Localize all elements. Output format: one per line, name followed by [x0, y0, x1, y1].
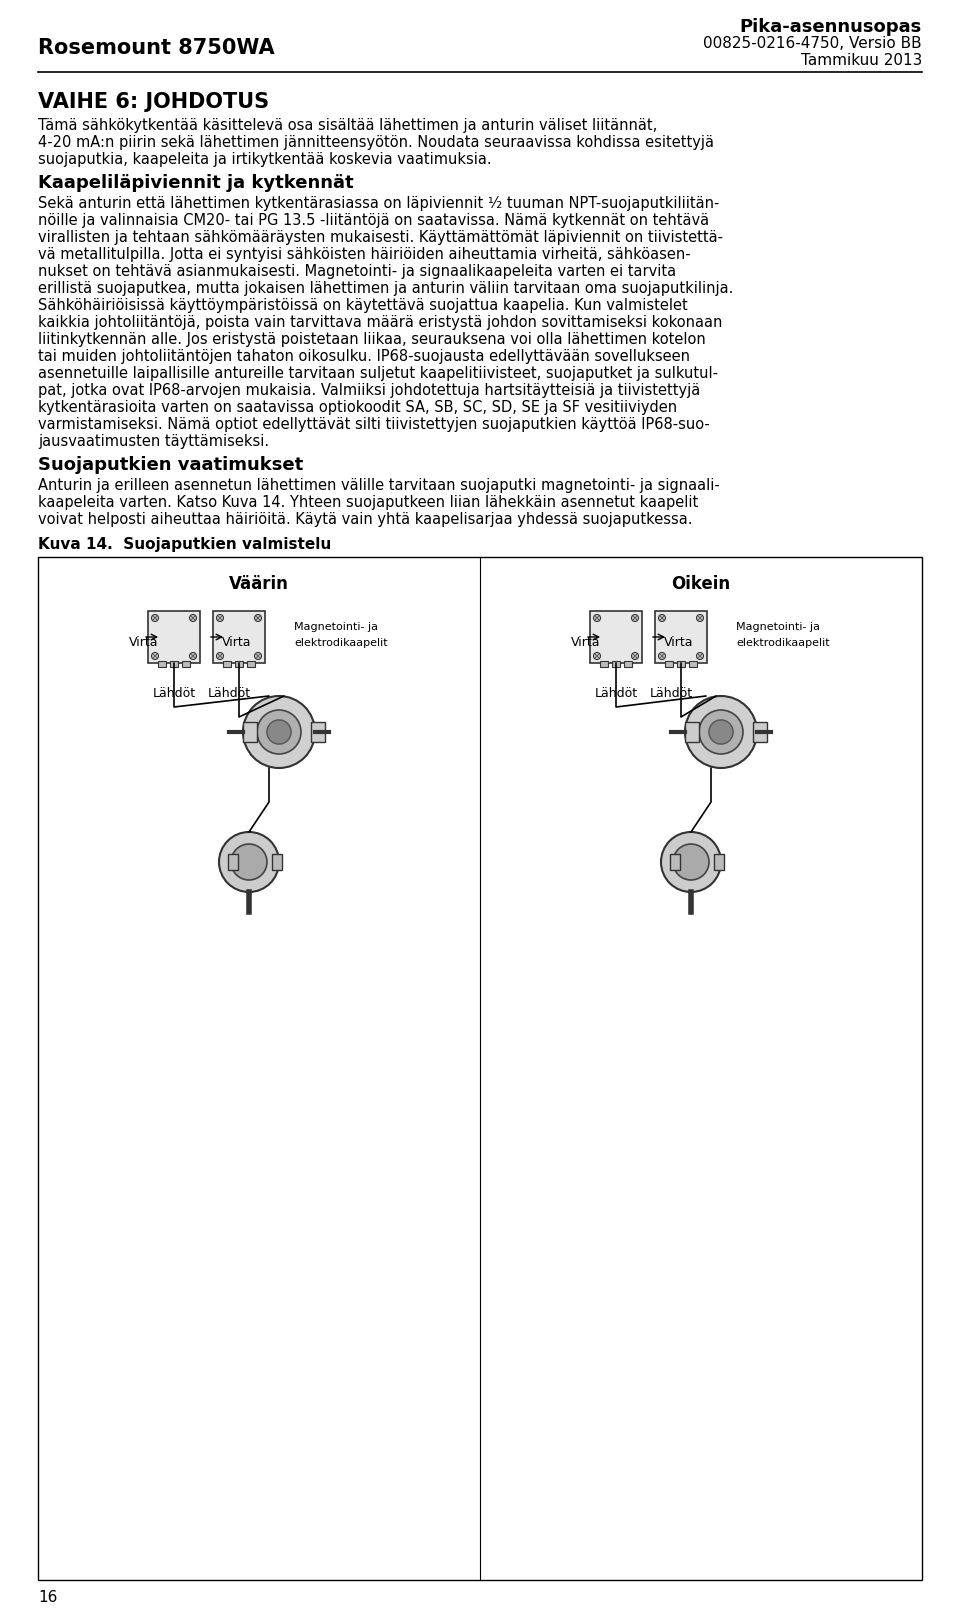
Bar — [182, 661, 190, 667]
Text: asennetuille laipallisille antureille tarvitaan suljetut kaapelitiivisteet, suoj: asennetuille laipallisille antureille ta… — [38, 366, 718, 380]
Circle shape — [219, 831, 279, 892]
Bar — [665, 661, 673, 667]
Text: Tammikuu 2013: Tammikuu 2013 — [801, 53, 922, 68]
Text: Oikein: Oikein — [671, 575, 731, 593]
Bar — [235, 661, 243, 667]
Circle shape — [685, 696, 757, 768]
Circle shape — [661, 831, 721, 892]
Text: Sähköhäiriöisissä käyttöympäristöissä on käytettävä suojattua kaapelia. Kun valm: Sähköhäiriöisissä käyttöympäristöissä on… — [38, 298, 687, 313]
Text: elektrodikaapelit: elektrodikaapelit — [294, 638, 388, 648]
Circle shape — [659, 652, 665, 659]
Bar — [590, 611, 642, 664]
Bar — [223, 661, 231, 667]
Text: Tämä sähkökytkentää käsittelevä osa sisältää lähettimen ja anturin väliset liitä: Tämä sähkökytkentää käsittelevä osa sisä… — [38, 118, 658, 134]
Text: Pika-asennusopas: Pika-asennusopas — [740, 18, 922, 35]
Text: Lähdöt: Lähdöt — [594, 686, 637, 701]
Text: Väärin: Väärin — [229, 575, 289, 593]
Text: nukset on tehtävä asianmukaisesti. Magnetointi- ja signaalikaapeleita varten ei : nukset on tehtävä asianmukaisesti. Magne… — [38, 264, 676, 279]
Bar — [753, 722, 767, 743]
Bar — [685, 722, 699, 743]
Text: pat, jotka ovat IP68-arvojen mukaisia. Valmiiksi johdotettuja hartsitäytteisiä j: pat, jotka ovat IP68-arvojen mukaisia. V… — [38, 383, 700, 398]
Text: 16: 16 — [38, 1590, 58, 1605]
Circle shape — [697, 614, 704, 622]
Bar — [38, 557, 922, 1580]
Circle shape — [632, 652, 638, 659]
Text: varmistamiseksi. Nämä optiot edellyttävät silti tiivistettyjen suojaputkien käyt: varmistamiseksi. Nämä optiot edellyttävä… — [38, 417, 709, 432]
Text: virallisten ja tehtaan sähkömääräysten mukaisesti. Käyttämättömät läpiviennit on: virallisten ja tehtaan sähkömääräysten m… — [38, 230, 723, 245]
Text: Magnetointi- ja: Magnetointi- ja — [294, 622, 378, 632]
Circle shape — [673, 844, 709, 880]
Text: kytkentärasioita varten on saatavissa optiokoodit SA, SB, SC, SD, SE ja SF vesit: kytkentärasioita varten on saatavissa op… — [38, 400, 677, 416]
Text: VAIHE 6: JOHDOTUS: VAIHE 6: JOHDOTUS — [38, 92, 269, 113]
Text: 00825-0216-4750, Versio BB: 00825-0216-4750, Versio BB — [704, 35, 922, 52]
Text: kaikkia johtoliitäntöjä, poista vain tarvittava määrä eristystä johdon sovittami: kaikkia johtoliitäntöjä, poista vain tar… — [38, 316, 722, 330]
Text: Suojaputkien vaatimukset: Suojaputkien vaatimukset — [38, 456, 303, 474]
Circle shape — [632, 614, 638, 622]
Bar — [243, 722, 257, 743]
Text: Virta: Virta — [571, 635, 601, 649]
Text: Lähdöt: Lähdöt — [207, 686, 251, 701]
Text: Lähdöt: Lähdöt — [649, 686, 692, 701]
Text: Virta: Virta — [130, 635, 158, 649]
Text: liitinkytkennän alle. Jos eristystä poistetaan liikaa, seurauksena voi olla lähe: liitinkytkennän alle. Jos eristystä pois… — [38, 332, 706, 346]
Bar — [689, 661, 697, 667]
Bar — [228, 854, 238, 870]
Circle shape — [243, 696, 315, 768]
Text: elektrodikaapelit: elektrodikaapelit — [736, 638, 829, 648]
Text: voivat helposti aiheuttaa häiriöitä. Käytä vain yhtä kaapelisarjaa yhdessä suoja: voivat helposti aiheuttaa häiriöitä. Käy… — [38, 512, 692, 527]
Bar — [612, 661, 620, 667]
Text: erillistä suojaputkea, mutta jokaisen lähettimen ja anturin väliin tarvitaan oma: erillistä suojaputkea, mutta jokaisen lä… — [38, 280, 733, 296]
Circle shape — [189, 652, 197, 659]
Bar — [272, 854, 282, 870]
Text: vä metallitulpilla. Jotta ei syntyisi sähköisten häiriöiden aiheuttamia virheitä: vä metallitulpilla. Jotta ei syntyisi sä… — [38, 246, 690, 263]
Text: 4-20 mA:n piirin sekä lähettimen jännitteensyötön. Noudata seuraavissa kohdissa : 4-20 mA:n piirin sekä lähettimen jännitt… — [38, 135, 714, 150]
Text: nöille ja valinnaisia CM20- tai PG 13.5 -liitäntöjä on saatavissa. Nämä kytkennä: nöille ja valinnaisia CM20- tai PG 13.5 … — [38, 213, 709, 229]
Circle shape — [697, 652, 704, 659]
Text: suojaputkia, kaapeleita ja irtikytkentää koskevia vaatimuksia.: suojaputkia, kaapeleita ja irtikytkentää… — [38, 151, 492, 168]
Bar — [158, 661, 166, 667]
Text: Rosemount 8750WA: Rosemount 8750WA — [38, 39, 275, 58]
Text: Anturin ja erilleen asennetun lähettimen välille tarvitaan suojaputki magnetoint: Anturin ja erilleen asennetun lähettimen… — [38, 478, 720, 493]
Circle shape — [254, 614, 261, 622]
Text: tai muiden johtoliitäntöjen tahaton oikosulku. IP68-suojausta edellyttävään sove: tai muiden johtoliitäntöjen tahaton oiko… — [38, 350, 690, 364]
Text: Lähdöt: Lähdöt — [153, 686, 196, 701]
Circle shape — [659, 614, 665, 622]
Circle shape — [152, 614, 158, 622]
Text: Kaapeliläpiviennit ja kytkennät: Kaapeliläpiviennit ja kytkennät — [38, 174, 353, 192]
Text: Virta: Virta — [223, 635, 252, 649]
Circle shape — [217, 652, 224, 659]
Circle shape — [593, 614, 601, 622]
Text: Virta: Virta — [664, 635, 694, 649]
Circle shape — [267, 720, 291, 744]
Circle shape — [189, 614, 197, 622]
Text: Kuva 14.  Suojaputkien valmistelu: Kuva 14. Suojaputkien valmistelu — [38, 536, 331, 553]
Circle shape — [231, 844, 267, 880]
Bar — [148, 611, 200, 664]
Bar — [600, 661, 608, 667]
Bar — [213, 611, 265, 664]
Circle shape — [257, 710, 301, 754]
Circle shape — [152, 652, 158, 659]
Bar — [655, 611, 707, 664]
Bar — [170, 661, 178, 667]
Bar — [624, 661, 632, 667]
Circle shape — [699, 710, 743, 754]
Text: kaapeleita varten. Katso Kuva 14. Yhteen suojaputkeen liian lähekkäin asennetut : kaapeleita varten. Katso Kuva 14. Yhteen… — [38, 495, 698, 511]
Circle shape — [217, 614, 224, 622]
Circle shape — [593, 652, 601, 659]
Text: Magnetointi- ja: Magnetointi- ja — [736, 622, 820, 632]
Bar — [311, 722, 325, 743]
Bar — [670, 854, 680, 870]
Circle shape — [254, 652, 261, 659]
Text: jausvaatimusten täyttämiseksi.: jausvaatimusten täyttämiseksi. — [38, 433, 269, 449]
Text: Sekä anturin että lähettimen kytkentärasiassa on läpiviennit ¹⁄₂ tuuman NPT-suoj: Sekä anturin että lähettimen kytkentäras… — [38, 197, 719, 211]
Circle shape — [708, 720, 733, 744]
Bar — [714, 854, 724, 870]
Bar — [677, 661, 685, 667]
Bar — [247, 661, 255, 667]
